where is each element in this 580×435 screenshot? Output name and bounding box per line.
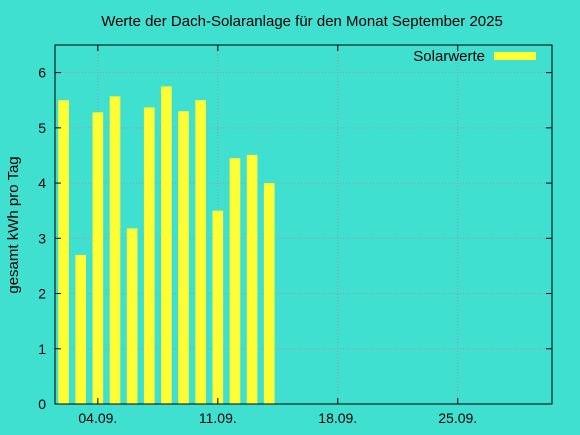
- legend-label: Solarwerte: [413, 48, 485, 65]
- tick-layer: 0 1 2 3 4 5 6 04.09. 11.09. 18.09. 25.09.: [38, 45, 552, 426]
- bar: [92, 112, 104, 404]
- bar: [178, 111, 189, 404]
- grid-layer: [55, 45, 552, 404]
- bar: [195, 100, 206, 404]
- bar: [229, 158, 241, 404]
- bar: [109, 96, 121, 405]
- y-tick-label: 0: [38, 396, 46, 412]
- bar: [126, 228, 138, 404]
- x-tick-label: 11.09.: [199, 410, 237, 426]
- bar: [58, 100, 69, 404]
- x-tick-label: 18.09.: [318, 410, 357, 426]
- y-tick-label: 4: [38, 175, 46, 191]
- y-tick-label: 5: [38, 120, 46, 136]
- y-tick-label: 3: [38, 230, 46, 246]
- y-tick-label: 2: [38, 286, 46, 302]
- chart-title: Werte der Dach-Solaranlage für den Monat…: [101, 13, 503, 30]
- x-tick-label: 04.09.: [78, 410, 117, 426]
- y-tick-label: 6: [38, 65, 46, 81]
- y-tick-label: 1: [38, 341, 46, 357]
- bar: [161, 86, 172, 405]
- bar: [246, 154, 258, 404]
- bar: [75, 254, 87, 404]
- plot-frame: [54, 44, 553, 405]
- bar: [263, 183, 275, 404]
- x-tick-label: 25.09.: [438, 410, 477, 426]
- bar: [212, 210, 224, 404]
- bar-layer: [58, 86, 275, 405]
- legend: Solarwerte: [413, 48, 536, 65]
- y-axis-title: gesamt kWh pro Tag: [5, 156, 22, 293]
- bar: [143, 107, 155, 404]
- legend-swatch: [494, 52, 536, 60]
